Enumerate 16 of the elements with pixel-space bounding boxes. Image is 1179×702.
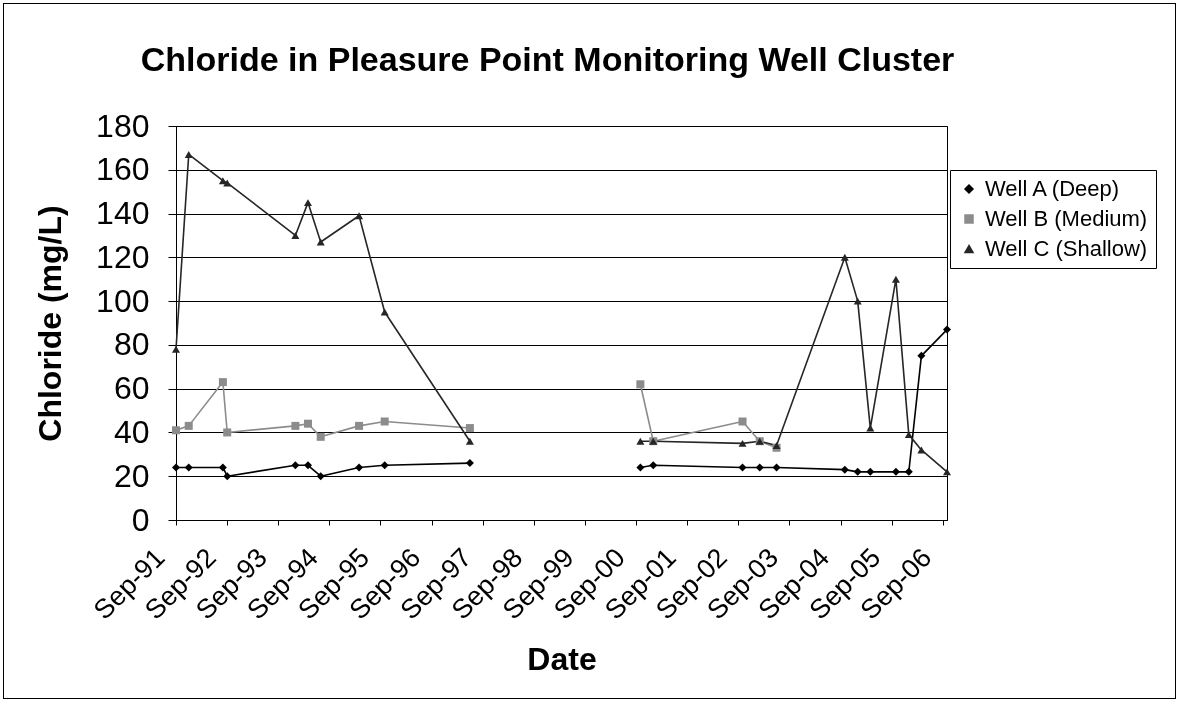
- y-tick-label: 120: [96, 238, 150, 275]
- y-tick-label: 160: [96, 151, 150, 188]
- y-tick-label: 100: [96, 282, 150, 319]
- y-tick-label: 180: [96, 107, 150, 144]
- legend-label: Well B (Medium): [985, 206, 1148, 231]
- y-tick-label: 40: [113, 413, 150, 450]
- y-tick-label: 20: [113, 457, 150, 494]
- x-axis-title: Date: [527, 641, 597, 678]
- y-tick-label: 0: [131, 501, 150, 538]
- y-tick-label: 80: [113, 326, 150, 363]
- legend-label: Well C (Shallow): [985, 236, 1148, 261]
- y-axis-title: Chloride (mg/L): [32, 205, 69, 442]
- chart-title: Chloride in Pleasure Point Monitoring Well Cluster: [140, 40, 955, 78]
- y-tick-label: 140: [96, 195, 150, 232]
- legend-label: Well A (Deep): [985, 176, 1120, 201]
- y-tick-label: 60: [113, 370, 150, 407]
